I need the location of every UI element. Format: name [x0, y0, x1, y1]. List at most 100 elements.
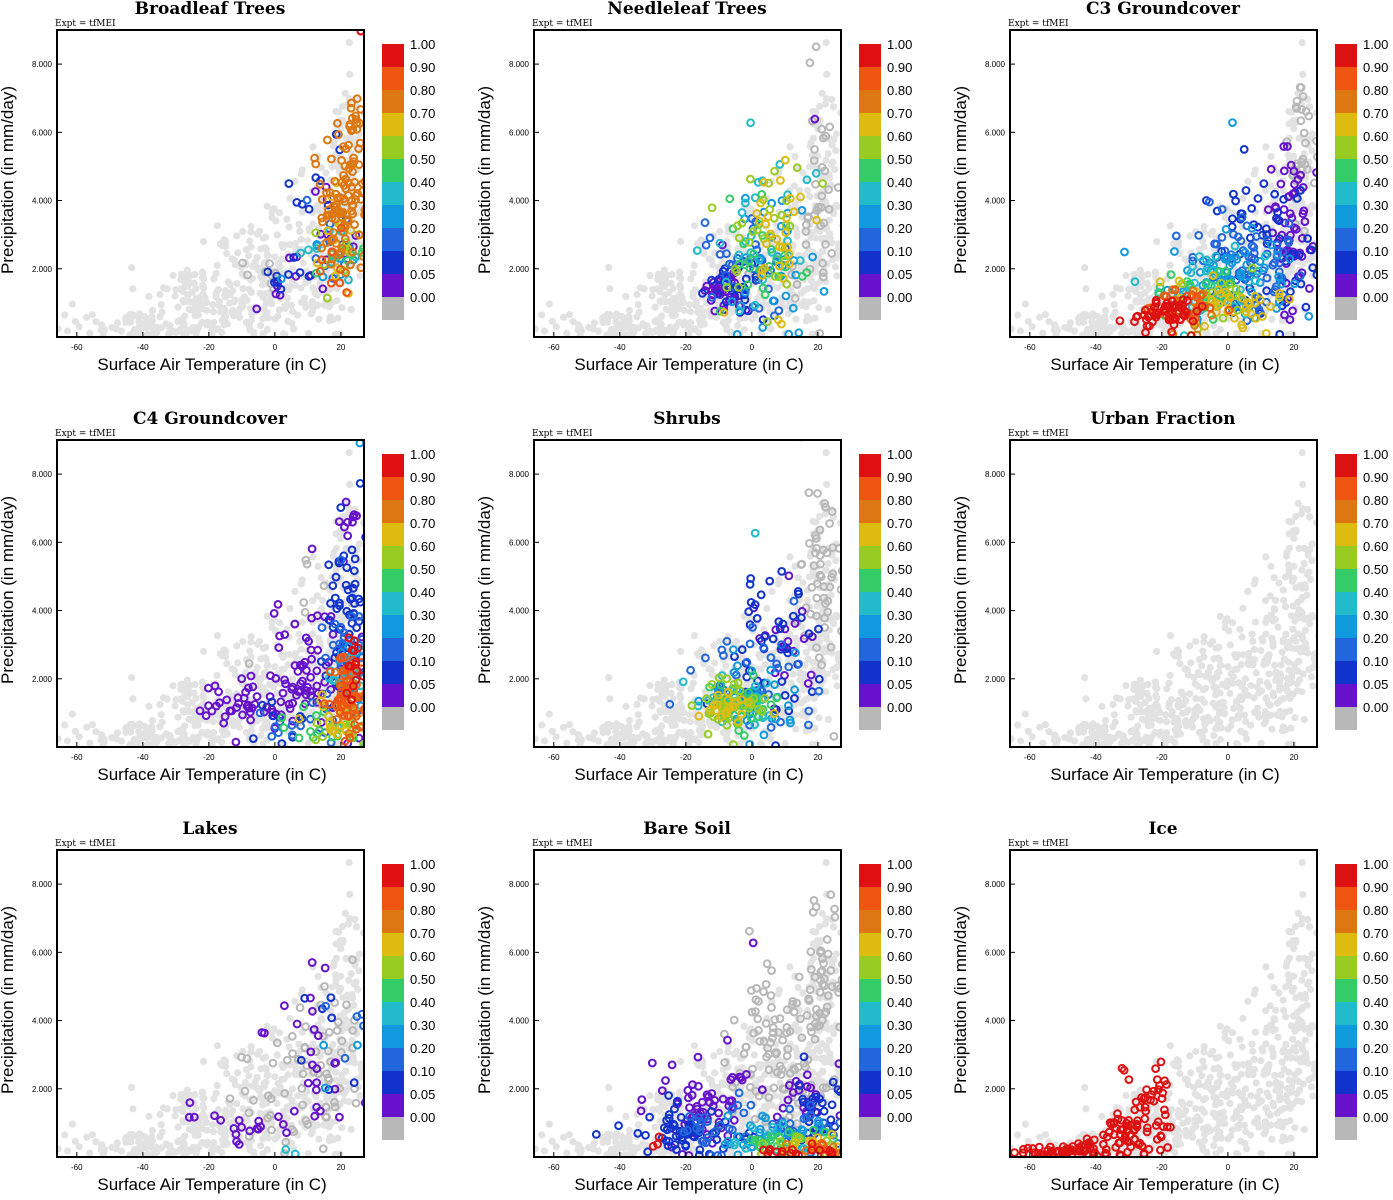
background-point [152, 733, 161, 741]
data-point [784, 249, 794, 259]
background-point [213, 632, 221, 640]
background-point [117, 737, 126, 745]
data-point [352, 511, 362, 521]
background-point [705, 665, 713, 673]
data-point [792, 163, 802, 173]
background-point [832, 201, 840, 209]
background-point [342, 134, 350, 142]
data-point [757, 271, 767, 280]
y-axis-label: Precipitation (in mm/day) [475, 86, 494, 274]
background-point [1280, 186, 1288, 195]
data-point [715, 238, 725, 248]
background-point [828, 160, 836, 169]
background-point [802, 648, 810, 656]
background-point [151, 330, 159, 337]
background-point [193, 326, 201, 335]
background-point [356, 272, 364, 280]
data-point [790, 293, 800, 303]
background-point [1295, 134, 1303, 142]
data-point [1130, 277, 1140, 287]
data-point [722, 720, 732, 730]
data-point [295, 268, 305, 277]
background-point [1156, 729, 1164, 737]
data-point [698, 288, 707, 298]
data-point [339, 181, 349, 190]
data-point [335, 654, 345, 663]
data-point [311, 187, 320, 196]
data-point [1161, 305, 1170, 315]
background-point [695, 726, 703, 734]
data-point [302, 559, 312, 569]
background-point [223, 320, 231, 328]
data-point [805, 58, 815, 68]
background-point [71, 727, 79, 735]
background-point [212, 269, 220, 277]
colorbar-label: 1.00 [887, 37, 912, 52]
colorbar-swatch [1335, 274, 1357, 297]
data-point [1274, 216, 1284, 226]
data-point [728, 645, 738, 654]
background-point [199, 281, 207, 289]
data-point [765, 262, 774, 271]
background-point [129, 285, 137, 293]
colorbar-swatch [859, 592, 881, 615]
background-point [846, 660, 853, 667]
background-point [792, 634, 800, 642]
colorbar-swatch [859, 136, 881, 159]
background-point [246, 237, 254, 245]
data-point [343, 531, 353, 541]
data-point [1132, 312, 1141, 322]
colorbar-swatch [859, 44, 881, 67]
background-point [281, 651, 289, 659]
background-point [1174, 696, 1183, 705]
data-point [753, 177, 763, 187]
background-point [283, 215, 291, 223]
data-point [315, 266, 325, 276]
background-point [1118, 330, 1126, 337]
background-point [850, 332, 857, 339]
colorbar-label: 1.00 [410, 447, 435, 462]
background-point [1112, 284, 1121, 292]
background-point [1028, 733, 1036, 741]
data-point [825, 122, 835, 132]
background-point [216, 240, 224, 248]
background-point [316, 642, 324, 651]
background-point [185, 682, 193, 691]
data-point [759, 177, 769, 187]
background-point [199, 691, 207, 700]
data-point [736, 301, 746, 311]
colorbar-swatch [1335, 136, 1357, 159]
background-point [184, 297, 192, 306]
background-point [700, 250, 708, 258]
colorbar-swatch [1335, 113, 1357, 136]
colorbar-label: 0.70 [410, 516, 435, 531]
background-point [1308, 147, 1316, 155]
colorbar: 1.000.900.800.700.600.500.400.300.200.10… [382, 37, 435, 320]
background-point [540, 737, 549, 745]
background-point [268, 208, 276, 216]
background-point [184, 707, 192, 716]
data-point [333, 118, 342, 128]
data-point [819, 593, 829, 603]
colorbar-swatch [382, 136, 404, 159]
data-point [1224, 279, 1234, 289]
background-point [309, 220, 317, 228]
data-point [1196, 291, 1206, 300]
background-point [767, 325, 775, 333]
background-point [736, 315, 744, 323]
colorbar-label: 0.10 [410, 244, 435, 259]
background-point [1053, 327, 1061, 335]
background-point [664, 716, 673, 724]
x-tick-label: 20 [336, 343, 345, 352]
background-point [1039, 739, 1047, 747]
background-point [1127, 303, 1135, 311]
colorbar-swatch [859, 182, 881, 205]
data-point [715, 250, 725, 259]
data-point [310, 153, 320, 163]
data-point [1301, 302, 1311, 312]
data-point [759, 730, 769, 740]
background-point [275, 619, 284, 627]
background-point [1186, 232, 1194, 240]
data-point [821, 131, 831, 141]
data-point [330, 700, 340, 709]
